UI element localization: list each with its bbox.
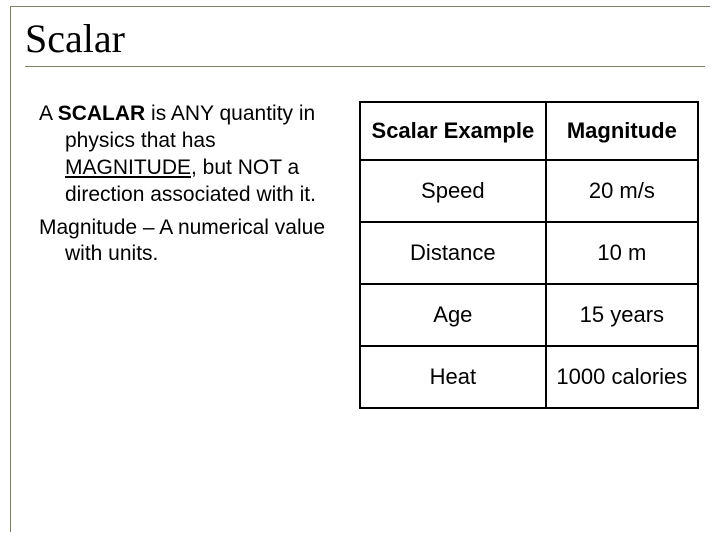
- definition-text: A SCALAR is ANY quantity in physics that…: [39, 101, 339, 409]
- title-area: Scalar: [11, 7, 710, 71]
- cell-example: Heat: [360, 346, 546, 408]
- cell-magnitude: 20 m/s: [546, 160, 698, 222]
- slide-title: Scalar: [25, 15, 696, 62]
- cell-magnitude: 10 m: [546, 222, 698, 284]
- def-magnitude-underline: MAGNITUDE: [65, 156, 191, 179]
- table-row: Speed 20 m/s: [360, 160, 698, 222]
- col-header-magnitude: Magnitude: [546, 102, 698, 160]
- table-area: Scalar Example Magnitude Speed 20 m/s Di…: [359, 101, 699, 409]
- cell-example: Distance: [360, 222, 546, 284]
- content-area: A SCALAR is ANY quantity in physics that…: [11, 71, 710, 409]
- table-header-row: Scalar Example Magnitude: [360, 102, 698, 160]
- cell-magnitude: 1000 calories: [546, 346, 698, 408]
- cell-example: Age: [360, 284, 546, 346]
- scalar-table: Scalar Example Magnitude Speed 20 m/s Di…: [359, 101, 699, 409]
- magnitude-definition: Magnitude – A numerical value with units…: [39, 215, 339, 269]
- title-underline: [25, 66, 705, 67]
- col-header-example: Scalar Example: [360, 102, 546, 160]
- table-row: Distance 10 m: [360, 222, 698, 284]
- table-row: Heat 1000 calories: [360, 346, 698, 408]
- def-scalar-bold: SCALAR: [58, 102, 146, 125]
- def-prefix: A: [39, 102, 58, 125]
- cell-example: Speed: [360, 160, 546, 222]
- cell-magnitude: 15 years: [546, 284, 698, 346]
- table-row: Age 15 years: [360, 284, 698, 346]
- slide-frame: Scalar A SCALAR is ANY quantity in physi…: [10, 6, 710, 532]
- scalar-definition: A SCALAR is ANY quantity in physics that…: [39, 101, 339, 209]
